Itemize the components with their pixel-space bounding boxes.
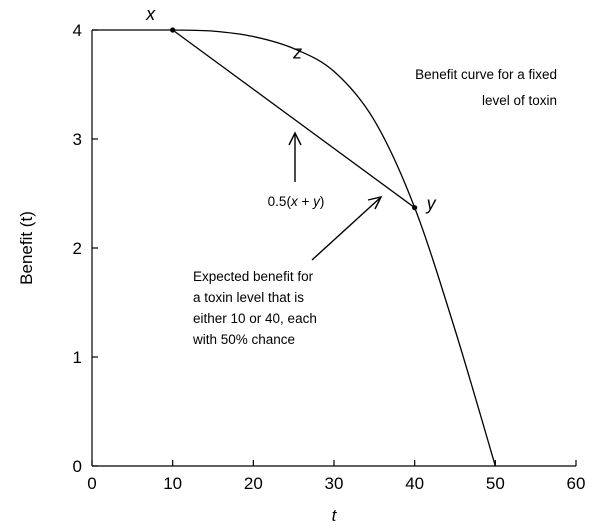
y-tick-label: 2 [73, 239, 82, 258]
expected-annotation-line3: either 10 or 40, each [193, 311, 317, 326]
midpoint-arrow [288, 131, 302, 182]
x-tick-label: 50 [486, 474, 505, 493]
point-z-label: z [292, 43, 302, 63]
point-y-label: y [425, 194, 437, 214]
midpoint-y: y [312, 194, 321, 209]
curve-annotation-line2: level of toxin [482, 93, 557, 108]
expected-annotation-line2: a toxin level that is [193, 290, 304, 305]
point-y-marker [412, 205, 418, 211]
x-tick-label: 60 [567, 474, 586, 493]
x-tick-label: 30 [325, 474, 344, 493]
point-x-label: x [145, 4, 156, 24]
midpoint-plus: + [298, 194, 313, 209]
midpoint-x: x [290, 194, 299, 209]
y-tick-label: 0 [73, 457, 82, 476]
y-tick-label: 1 [73, 348, 82, 367]
y-tick-label: 3 [73, 130, 82, 149]
ticks: 0 10 20 30 40 50 60 0 1 2 3 4 [73, 21, 586, 493]
midpoint-annotation: 0.5(x + y) [268, 194, 325, 209]
expected-annotation-line1: Expected benefit for [193, 269, 314, 284]
x-tick-label: 0 [87, 474, 96, 493]
y-tick-label: 4 [73, 21, 82, 40]
x-tick-label: 40 [405, 474, 424, 493]
x-axis-title: t [332, 506, 338, 525]
expected-benefit-arrow [311, 195, 383, 261]
midpoint-suffix: ) [320, 194, 325, 209]
midpoint-prefix: 0.5( [268, 194, 292, 209]
expected-annotation-line4: with 50% chance [192, 332, 295, 347]
curve-annotation-line1: Benefit curve for a fixed [415, 67, 557, 82]
point-x-marker [170, 27, 176, 33]
x-tick-label: 20 [244, 474, 263, 493]
expected-benefit-chord [172, 29, 416, 209]
x-tick-label: 10 [163, 474, 182, 493]
y-axis-title: Benefit (t) [17, 211, 36, 285]
benefit-curve-line [92, 29, 496, 467]
